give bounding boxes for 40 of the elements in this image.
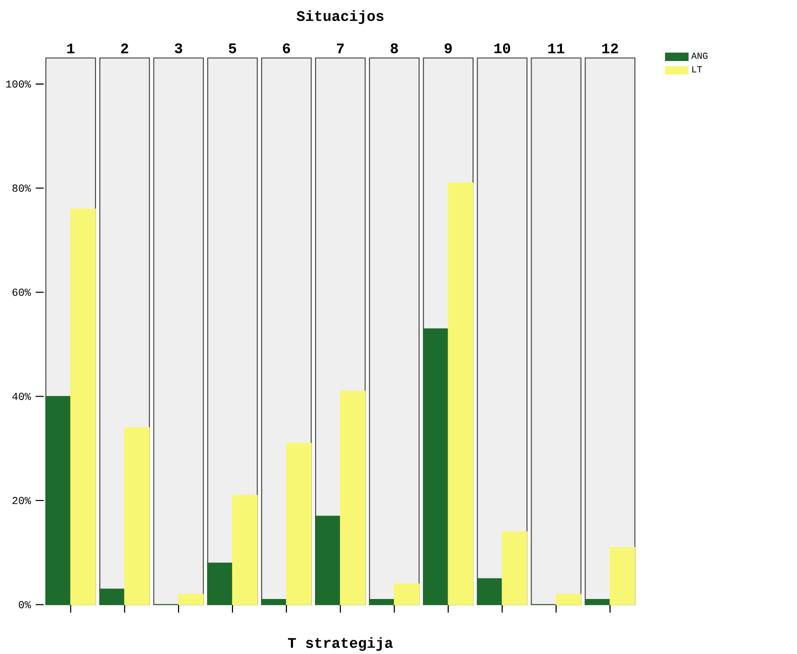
bar <box>315 516 341 606</box>
chart-title: Situacijos <box>296 10 384 24</box>
y-tick-label: 40% <box>12 392 31 400</box>
x-tick-label: 10 <box>494 43 510 54</box>
bar <box>369 599 395 606</box>
bar <box>423 328 449 606</box>
bar <box>584 599 610 606</box>
x-tick-label: 11 <box>548 44 564 54</box>
y-tick-label: 80% <box>12 184 31 192</box>
bar <box>45 396 72 606</box>
bar <box>610 546 636 606</box>
legend-label: ANG <box>691 52 708 59</box>
bar <box>99 588 126 606</box>
bar <box>502 531 528 606</box>
x-tick-label: 6 <box>282 43 290 54</box>
x-tick-label: 3 <box>174 43 182 54</box>
bar <box>556 594 582 606</box>
bar <box>340 390 366 606</box>
y-tick-label: 0% <box>18 601 31 608</box>
bar <box>178 594 204 606</box>
x-tick-label: 5 <box>228 43 236 54</box>
bar <box>261 599 287 606</box>
y-tick-label: 100% <box>6 80 31 88</box>
bar <box>476 578 503 606</box>
x-axis-title: T strategija <box>288 637 393 651</box>
bar <box>124 427 150 606</box>
x-tick-label: 1 <box>67 44 74 54</box>
y-tick-label: 60% <box>12 288 31 296</box>
x-tick-label: 8 <box>390 43 398 54</box>
y-tick-label: 20% <box>12 496 31 504</box>
bar <box>232 494 258 606</box>
bar <box>286 442 312 606</box>
x-tick-label: 12 <box>602 43 618 54</box>
bar <box>207 562 233 606</box>
x-tick-label: 7 <box>336 44 344 54</box>
bar <box>70 208 96 606</box>
legend-label: LT <box>692 66 702 72</box>
x-tick-label: 9 <box>444 43 452 54</box>
x-tick-label: 2 <box>121 43 128 54</box>
bar <box>394 583 420 606</box>
